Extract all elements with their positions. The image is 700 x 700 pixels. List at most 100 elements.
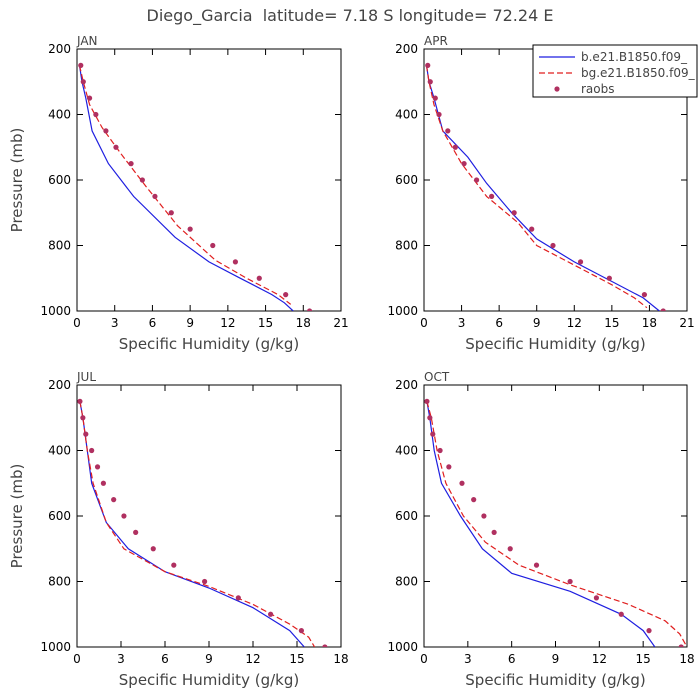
legend-marker-raobs [554, 86, 560, 92]
x-tick-label: 0 [73, 316, 81, 330]
series-group [77, 398, 328, 647]
series-group [425, 62, 666, 311]
raobs-point [446, 464, 452, 470]
y-tick-label: 600 [48, 173, 71, 187]
raobs-point [128, 161, 134, 167]
raobs-point [89, 447, 95, 454]
raobs-point [232, 259, 238, 265]
y-tick-label: 800 [48, 575, 71, 589]
raobs-point [298, 628, 304, 634]
panel-jul: 0 3 6 9 12 15 18 200 400 600 800 1000 JUL Specific Hu… [8, 370, 349, 689]
series-line-bg [425, 65, 648, 309]
x-tick-label: 12 [567, 316, 582, 330]
raobs-point [268, 611, 274, 617]
raobs-point [445, 128, 451, 134]
raobs-point [550, 242, 556, 249]
x-tick-label: 12 [245, 652, 260, 666]
x-tick-label: 18 [642, 316, 657, 330]
raobs-point [111, 497, 117, 503]
panel-oct: 0 3 6 9 12 15 18 200 400 600 800 1000 OCT Specific Hu… [387, 370, 694, 689]
x-tick-label: 6 [161, 652, 169, 666]
raobs-point [306, 308, 313, 311]
x-tick-label: 18 [679, 652, 694, 666]
x-axis-label: Specific Humidity (g/kg) [465, 335, 645, 353]
x-tick-label: 3 [111, 316, 119, 330]
raobs-point [187, 226, 193, 232]
raobs-point [491, 529, 497, 535]
x-tick-label: 15 [604, 316, 619, 330]
y-tick-label: 600 [395, 173, 418, 187]
x-axis-label: Specific Humidity (g/kg) [119, 671, 299, 689]
x-tick-label: 18 [333, 652, 348, 666]
raobs-point [618, 611, 624, 617]
raobs-point [459, 480, 465, 486]
legend: b.e21.B1850.f09_ bg.e21.B1850.f09_raobs [532, 44, 698, 98]
raobs-point [93, 111, 99, 118]
raobs-point [86, 95, 93, 101]
panel-apr: 0 3 6 9 12 15 18 21 200 400 600 800 1000 APR Specific … [387, 34, 698, 353]
x-tick-label: 18 [296, 316, 311, 330]
raobs-point [606, 275, 612, 281]
raobs-point [103, 128, 109, 134]
raobs-point [256, 275, 262, 281]
y-tick-label: 200 [48, 42, 71, 56]
y-tick-label: 200 [48, 378, 71, 392]
panel-label: APR [424, 34, 448, 48]
y-tick-label: 800 [395, 575, 418, 589]
raobs-point [461, 161, 467, 167]
raobs-point [678, 644, 684, 647]
panel-label: JUL [76, 370, 96, 384]
legend-label: bg.e21.B1850.f09_ [581, 66, 696, 80]
series-line-bg [79, 401, 316, 647]
raobs-point [171, 562, 177, 568]
x-tick-label: 12 [220, 316, 235, 330]
x-tick-label: 0 [420, 652, 428, 666]
plot-frame [76, 384, 342, 648]
panels: 0 3 6 9 12 15 18 212004006008001000JANSpecific … [8, 34, 698, 689]
raobs-point [150, 546, 156, 552]
x-tick-label: 0 [420, 316, 428, 330]
y-tick-label: 600 [395, 509, 418, 523]
raobs-point [133, 529, 139, 535]
series-line-b [425, 65, 660, 311]
raobs-point [533, 562, 540, 568]
x-tick-label: 15 [258, 316, 273, 330]
raobs-point [425, 62, 431, 68]
raobs-point [641, 292, 648, 298]
panel-jan: 0 3 6 9 12 15 18 21 200 400 600 800 1000 JAN Specific … [8, 34, 349, 353]
x-tick-label: 3 [117, 652, 125, 666]
plot-frame [76, 48, 342, 312]
raobs-point [139, 177, 145, 183]
x-tick-label: 9 [552, 652, 560, 666]
raobs-point [210, 242, 216, 249]
raobs-point [80, 79, 86, 85]
raobs-point [432, 95, 438, 101]
raobs-point [529, 226, 535, 232]
y-tick-label: 400 [48, 108, 71, 122]
series-line-bg [78, 65, 292, 305]
raobs-point [593, 595, 600, 601]
series-group [424, 398, 687, 647]
x-tick-label: 3 [464, 652, 472, 666]
raobs-point [283, 292, 289, 298]
raobs-point [235, 595, 241, 601]
raobs-point [100, 480, 106, 486]
raobs-point [427, 415, 433, 421]
raobs-point [660, 308, 666, 311]
raobs-point [430, 431, 436, 437]
x-tick-label: 6 [149, 316, 157, 330]
x-tick-label: 9 [186, 316, 194, 330]
raobs-point [511, 210, 517, 216]
x-tick-label: 3 [458, 316, 466, 330]
raobs-point [94, 464, 101, 470]
raobs-point [427, 79, 433, 85]
x-axis-label: Specific Humidity (g/kg) [465, 671, 645, 689]
y-axis-label: Pressure (mb) [8, 128, 26, 233]
raobs-point [577, 259, 584, 265]
x-tick-label: 15 [289, 652, 304, 666]
y-axis-label: Pressure (mb) [8, 464, 26, 569]
y-tick-label: 400 [395, 108, 418, 122]
x-tick-label: 12 [592, 652, 607, 666]
y-tick-label: 600 [48, 509, 71, 523]
